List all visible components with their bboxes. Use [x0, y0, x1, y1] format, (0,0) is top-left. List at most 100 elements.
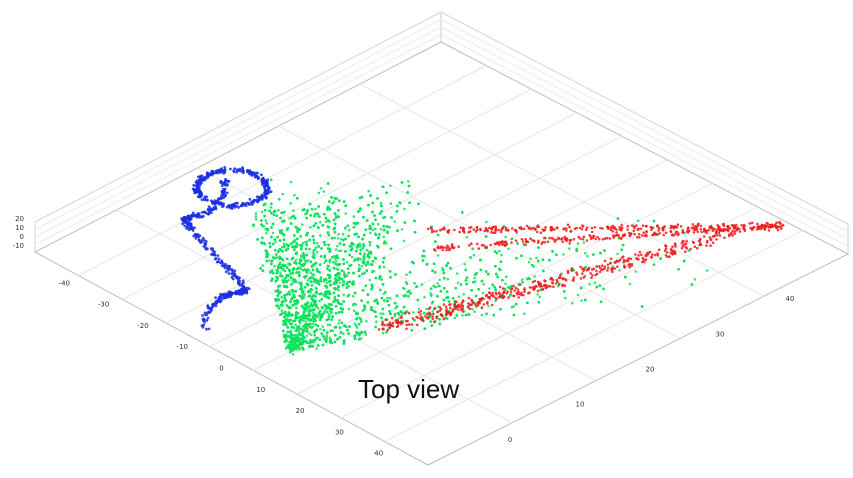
data-point	[740, 224, 743, 227]
data-point	[535, 256, 538, 260]
data-point	[389, 202, 393, 205]
data-point	[308, 202, 312, 206]
data-point	[652, 219, 656, 223]
data-point	[295, 267, 299, 271]
data-point	[599, 251, 602, 255]
data-point	[438, 322, 442, 326]
data-point	[376, 197, 379, 200]
data-point	[343, 275, 347, 279]
data-point	[280, 304, 284, 307]
data-point	[632, 229, 636, 233]
data-point	[340, 302, 343, 306]
data-point	[268, 245, 272, 248]
data-point	[264, 219, 268, 222]
data-point	[285, 335, 289, 338]
data-point	[668, 255, 671, 258]
data-point	[344, 212, 348, 215]
data-point	[393, 314, 397, 318]
data-point	[325, 306, 329, 310]
data-point	[354, 303, 358, 306]
data-point	[453, 316, 457, 320]
data-point	[614, 234, 617, 237]
data-point	[353, 233, 357, 236]
data-point	[662, 233, 665, 237]
data-point	[505, 242, 508, 246]
data-point	[431, 310, 435, 313]
data-point	[344, 325, 348, 329]
data-point	[306, 231, 309, 235]
data-point	[480, 279, 484, 283]
data-point	[348, 228, 351, 232]
data-point	[532, 239, 535, 242]
data-point	[359, 252, 362, 255]
y-tick-label: 40	[374, 450, 383, 458]
data-point	[388, 297, 392, 300]
data-point	[549, 277, 552, 281]
data-point	[479, 268, 483, 272]
data-point	[291, 353, 295, 356]
data-point	[300, 295, 303, 299]
data-point	[310, 308, 314, 312]
data-point	[388, 270, 392, 273]
data-point	[317, 226, 320, 229]
data-point	[389, 276, 392, 279]
data-point	[619, 258, 622, 261]
data-point	[464, 268, 468, 272]
data-point	[332, 227, 336, 231]
data-point	[338, 199, 341, 202]
data-point	[312, 238, 316, 242]
data-point	[283, 315, 286, 319]
data-point	[510, 305, 514, 309]
data-point	[445, 264, 448, 267]
data-point	[348, 280, 352, 284]
grid-line	[165, 112, 577, 324]
data-point	[536, 280, 540, 284]
data-point	[330, 341, 334, 345]
data-point	[353, 334, 356, 338]
data-point	[447, 300, 451, 303]
data-point	[326, 273, 330, 277]
data-point	[564, 278, 568, 282]
data-point	[442, 303, 446, 306]
data-point	[737, 227, 741, 231]
data-point	[419, 313, 422, 316]
data-point	[262, 241, 266, 245]
data-point	[360, 299, 363, 302]
data-point	[254, 217, 258, 221]
data-point	[709, 238, 713, 242]
data-point	[357, 235, 360, 239]
data-point	[552, 285, 555, 289]
data-point	[562, 227, 565, 231]
data-point	[464, 313, 468, 317]
data-point	[569, 229, 573, 233]
data-point	[597, 237, 601, 241]
data-point	[344, 237, 347, 241]
data-point	[347, 271, 351, 275]
data-point	[371, 259, 375, 263]
data-point	[305, 334, 309, 338]
data-point	[525, 224, 529, 228]
data-point	[598, 284, 602, 287]
data-point	[326, 225, 330, 228]
data-point	[314, 323, 317, 327]
data-point	[575, 249, 578, 252]
data-point	[439, 289, 443, 293]
data-point	[316, 241, 319, 245]
data-point	[281, 192, 285, 196]
data-point	[324, 259, 328, 262]
data-point	[645, 230, 648, 234]
data-point	[442, 298, 446, 302]
data-point	[605, 236, 609, 240]
data-point	[379, 312, 383, 315]
data-point	[538, 295, 542, 299]
data-point	[593, 281, 597, 285]
data-point	[275, 271, 279, 275]
data-point	[286, 247, 290, 250]
data-point	[305, 282, 309, 286]
data-point	[294, 323, 297, 327]
data-point	[328, 258, 332, 262]
data-point	[547, 284, 550, 288]
data-point	[381, 283, 385, 286]
data-point	[315, 290, 318, 294]
